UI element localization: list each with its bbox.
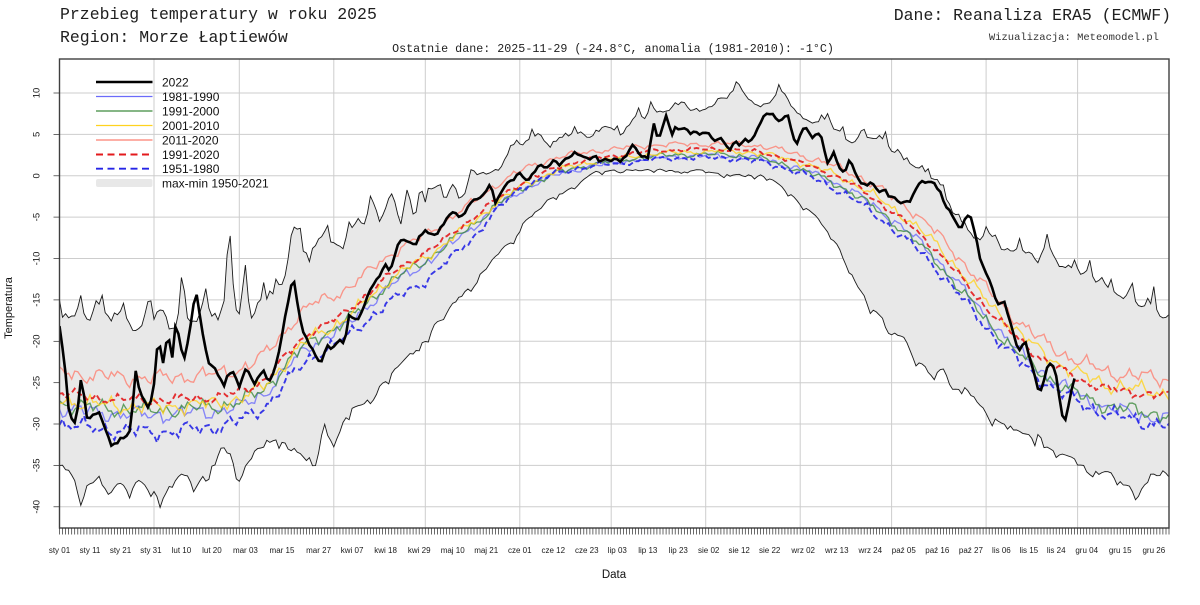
svg-text:lip 23: lip 23 bbox=[669, 546, 689, 555]
svg-text:Ostatnie dane: 2025-11-29 (-24: Ostatnie dane: 2025-11-29 (-24.8°C, anom… bbox=[392, 42, 834, 56]
svg-text:-5: -5 bbox=[32, 213, 43, 221]
svg-text:kwi 29: kwi 29 bbox=[408, 546, 431, 555]
svg-text:maj 10: maj 10 bbox=[441, 546, 466, 555]
svg-text:wrz 02: wrz 02 bbox=[790, 546, 815, 555]
svg-text:-20: -20 bbox=[32, 334, 43, 348]
svg-text:wrz 13: wrz 13 bbox=[824, 546, 849, 555]
svg-text:gru 26: gru 26 bbox=[1142, 546, 1165, 555]
svg-text:Data: Data bbox=[602, 569, 627, 581]
svg-text:5: 5 bbox=[32, 132, 43, 137]
svg-text:-10: -10 bbox=[32, 252, 43, 266]
svg-text:-30: -30 bbox=[32, 417, 43, 431]
svg-text:kwi 07: kwi 07 bbox=[341, 546, 364, 555]
svg-text:-40: -40 bbox=[32, 500, 43, 514]
svg-text:10: 10 bbox=[32, 88, 43, 99]
svg-text:sie 02: sie 02 bbox=[698, 546, 720, 555]
svg-text:gru 04: gru 04 bbox=[1075, 546, 1098, 555]
svg-text:-15: -15 bbox=[32, 293, 43, 307]
svg-text:lip 03: lip 03 bbox=[608, 546, 628, 555]
svg-text:sie 12: sie 12 bbox=[729, 546, 751, 555]
svg-text:sty 31: sty 31 bbox=[140, 546, 162, 555]
svg-text:mar 27: mar 27 bbox=[306, 546, 331, 555]
svg-text:lip 13: lip 13 bbox=[638, 546, 658, 555]
svg-text:lis 15: lis 15 bbox=[1019, 546, 1038, 555]
svg-text:1951-1980: 1951-1980 bbox=[162, 162, 220, 176]
svg-text:2011-2020: 2011-2020 bbox=[162, 133, 219, 147]
svg-text:cze 12: cze 12 bbox=[542, 546, 566, 555]
svg-text:maj 21: maj 21 bbox=[474, 546, 499, 555]
svg-text:0: 0 bbox=[32, 173, 43, 178]
svg-text:sty 01: sty 01 bbox=[49, 546, 71, 555]
svg-text:-35: -35 bbox=[32, 459, 43, 473]
svg-text:sty 11: sty 11 bbox=[80, 546, 101, 555]
svg-text:Przebieg temperatury w roku 20: Przebieg temperatury w roku 2025 bbox=[60, 5, 377, 24]
svg-text:lis 06: lis 06 bbox=[992, 546, 1011, 555]
svg-text:sty 21: sty 21 bbox=[110, 546, 132, 555]
svg-text:paź 27: paź 27 bbox=[959, 546, 984, 555]
svg-text:cze 01: cze 01 bbox=[508, 546, 532, 555]
svg-text:lis 24: lis 24 bbox=[1047, 546, 1066, 555]
svg-text:Dane: Reanaliza ERA5 (ECMWF): Dane: Reanaliza ERA5 (ECMWF) bbox=[894, 6, 1171, 25]
svg-text:lut 20: lut 20 bbox=[202, 546, 222, 555]
svg-text:2001-2010: 2001-2010 bbox=[162, 119, 220, 133]
svg-text:paź 16: paź 16 bbox=[925, 546, 950, 555]
svg-text:2022: 2022 bbox=[162, 75, 189, 89]
svg-text:wrz 24: wrz 24 bbox=[858, 546, 883, 555]
svg-text:Wizualizacja: Meteomodel.pl: Wizualizacja: Meteomodel.pl bbox=[989, 32, 1159, 44]
svg-text:1991-2000: 1991-2000 bbox=[162, 104, 220, 118]
svg-text:paź 05: paź 05 bbox=[892, 546, 917, 555]
svg-text:Region: Morze Łaptiewów: Region: Morze Łaptiewów bbox=[60, 28, 288, 47]
svg-text:-25: -25 bbox=[32, 376, 43, 390]
svg-text:gru 15: gru 15 bbox=[1109, 546, 1132, 555]
svg-text:1981-1990: 1981-1990 bbox=[162, 90, 220, 104]
svg-text:1991-2020: 1991-2020 bbox=[162, 148, 220, 162]
svg-text:Temperatura: Temperatura bbox=[3, 276, 15, 339]
svg-text:mar 15: mar 15 bbox=[270, 546, 295, 555]
svg-text:kwi 18: kwi 18 bbox=[374, 546, 397, 555]
svg-text:sie 22: sie 22 bbox=[759, 546, 781, 555]
svg-text:max-min 1950-2021: max-min 1950-2021 bbox=[162, 176, 269, 190]
svg-text:mar 03: mar 03 bbox=[233, 546, 258, 555]
svg-text:cze 23: cze 23 bbox=[575, 546, 599, 555]
svg-text:lut 10: lut 10 bbox=[172, 546, 192, 555]
